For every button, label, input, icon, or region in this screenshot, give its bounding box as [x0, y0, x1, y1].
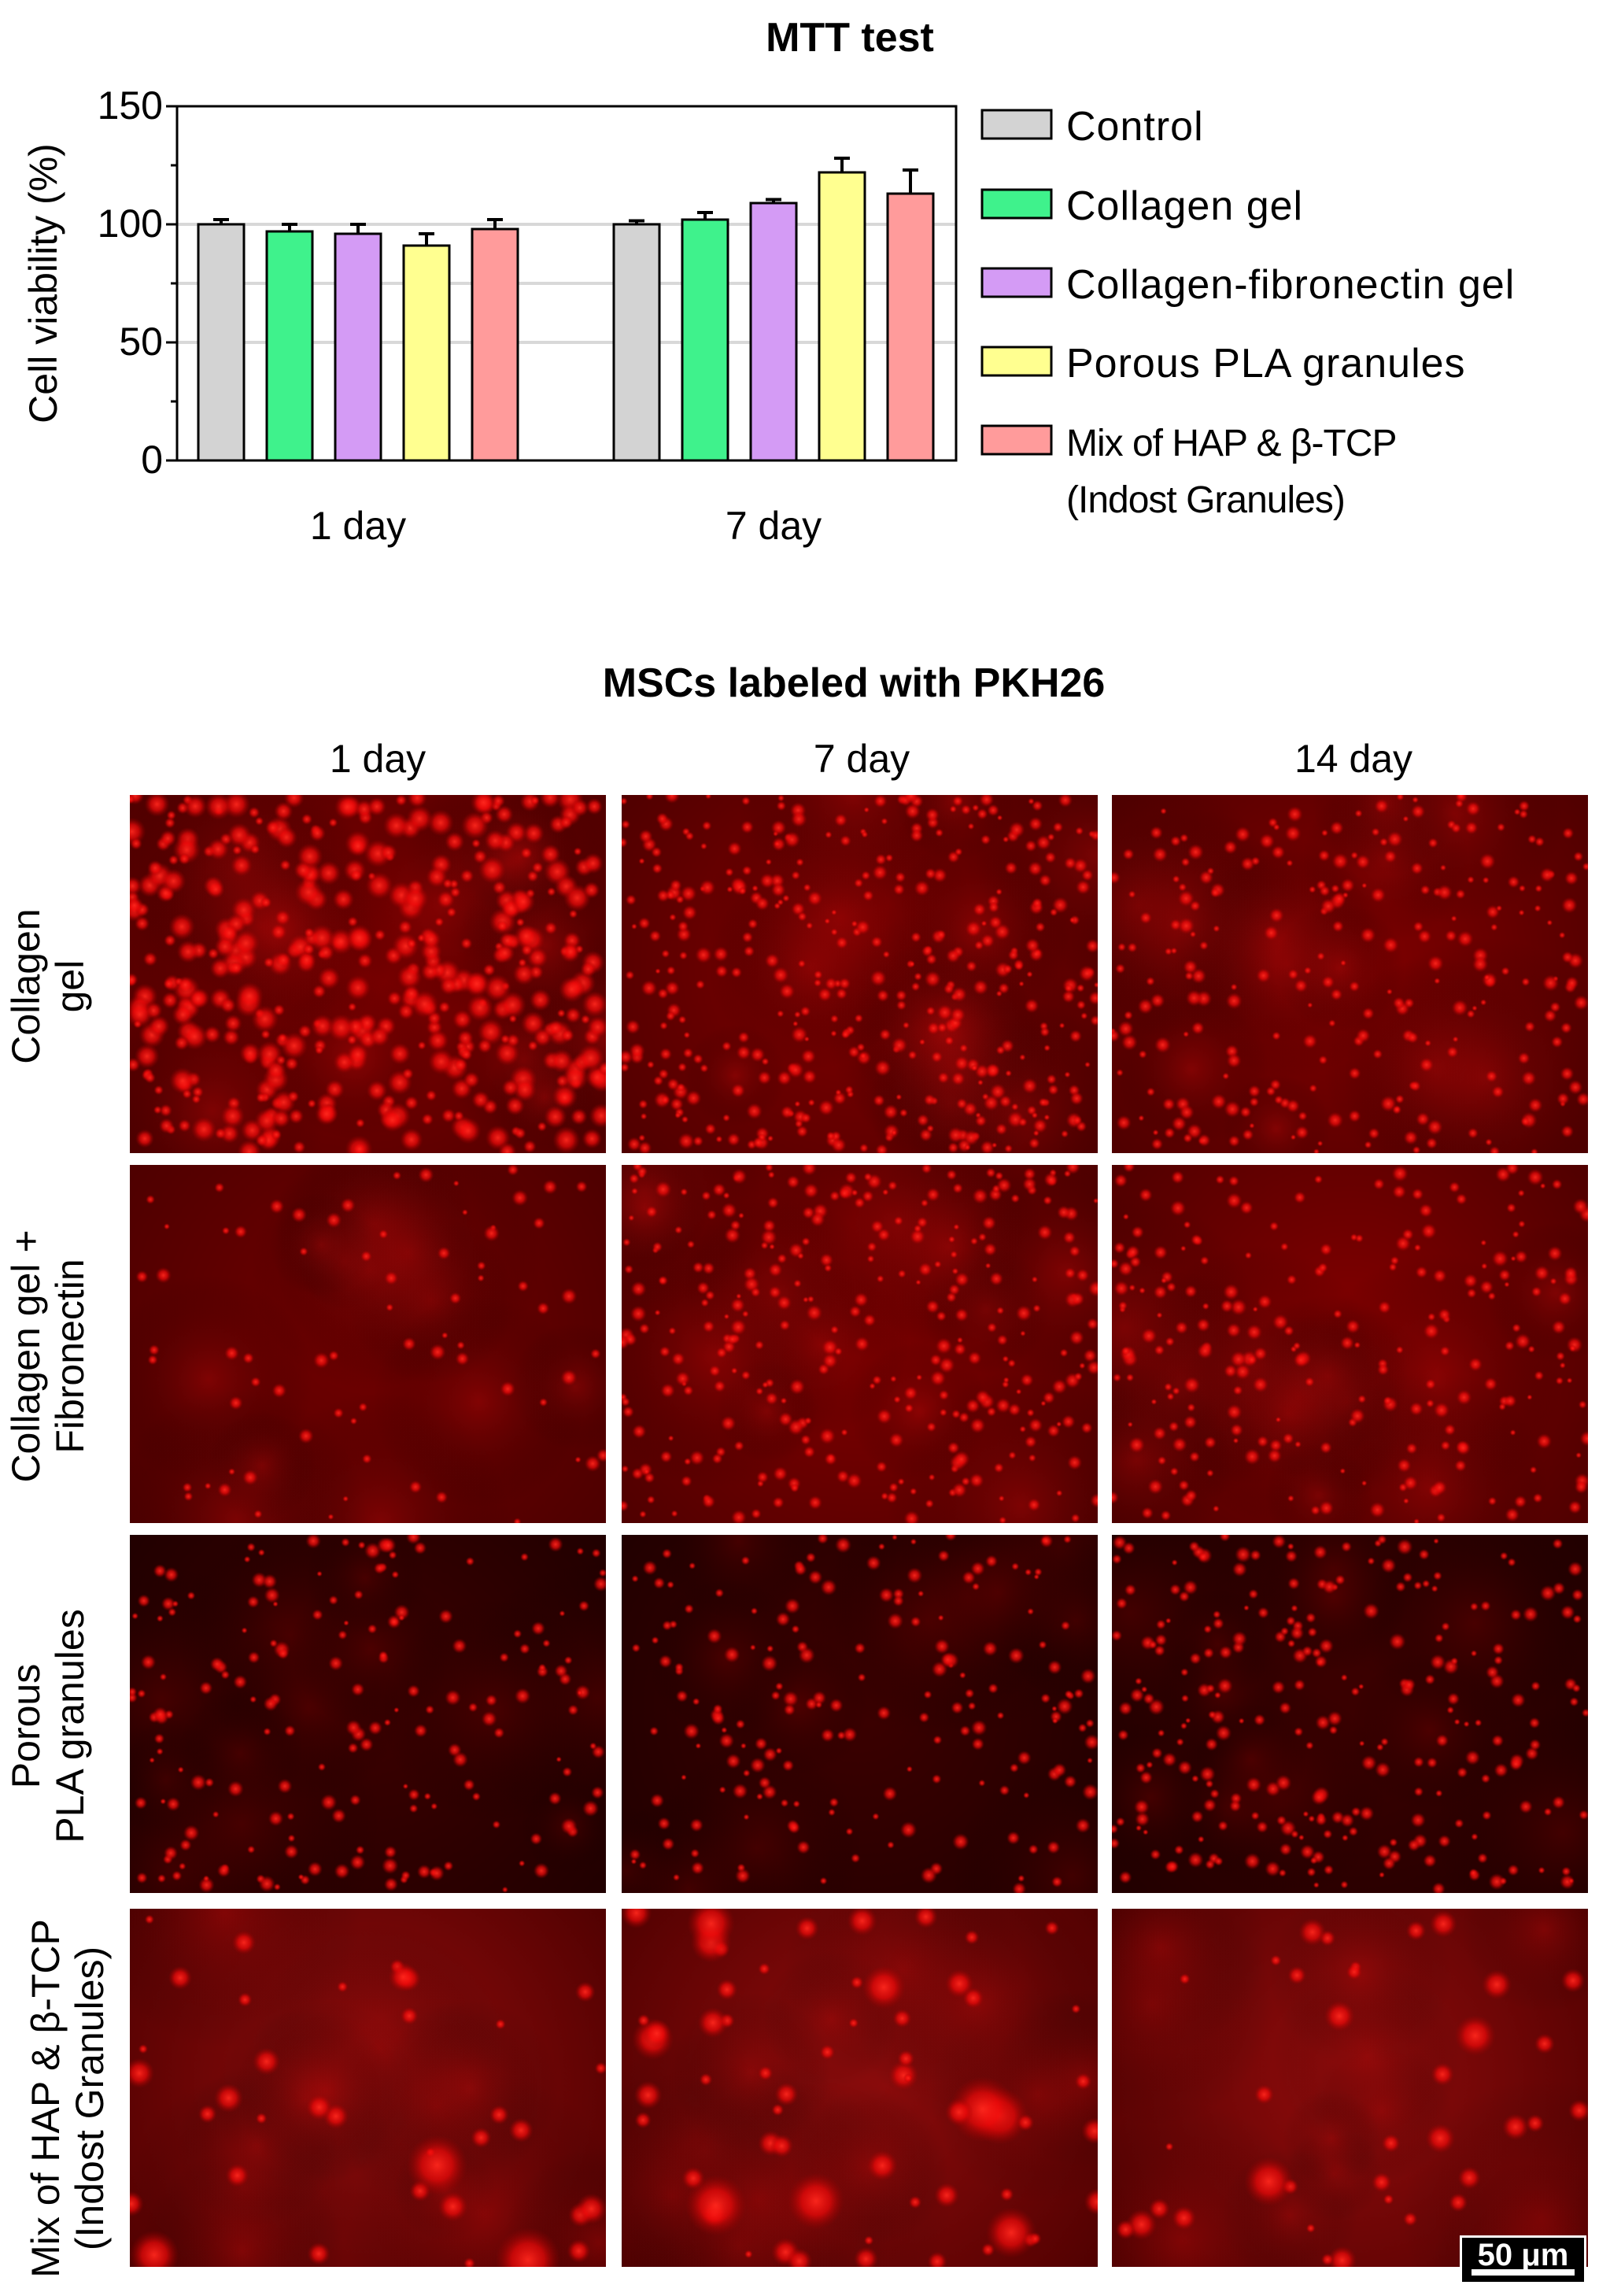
micrograph-panel [130, 1535, 606, 1893]
micrograph-panel [1112, 1909, 1588, 2267]
y-tick-label: 150 [98, 83, 163, 128]
micrograph-image [130, 1535, 606, 1893]
micrograph-image [1112, 795, 1588, 1153]
row-label-porous-pla: Porous PLA granules [4, 1609, 92, 1843]
y-tick-label: 50 [119, 320, 163, 364]
micrograph-panel [622, 1165, 1098, 1523]
bar [471, 227, 519, 462]
micrograph-panel [1112, 1535, 1588, 1893]
micrograph-image [622, 1909, 1098, 2267]
micrograph-panel [130, 795, 606, 1153]
legend-swatch [980, 109, 1053, 140]
bar [749, 202, 798, 462]
scale-bar: 50 μm [1460, 2235, 1586, 2284]
scale-bar-label: 50 μm [1477, 2238, 1569, 2272]
x-category-label: 7 day [726, 504, 822, 548]
micrograph-panel [130, 1165, 606, 1523]
column-title-14-day: 14 day [1294, 737, 1413, 781]
bar [265, 230, 314, 462]
legend-label-line: Mix of HAP & β-TCP [1066, 423, 1396, 464]
legend-label: Collagen gel [1066, 183, 1303, 229]
micrograph-panel [130, 1909, 606, 2267]
y-axis-label: Cell viability (%) [21, 143, 65, 423]
column-title-7-day: 7 day [813, 737, 910, 781]
micrograph-image [1112, 1535, 1588, 1893]
micrograph-panel [622, 795, 1098, 1153]
micrograph-image [1112, 1165, 1588, 1523]
micrograph-panel [1112, 1165, 1588, 1523]
row-label-hap-tcp: Mix of HAP & β-TCP (Indost Granules) [24, 1919, 112, 2278]
y-tick-label: 100 [98, 202, 163, 246]
micrograph-image [1112, 1909, 1588, 2267]
row-label-collagen-fibronectin: Collagen gel + Fibronectin [4, 1229, 92, 1483]
figure-title: MSCs labeled with PKH26 [602, 660, 1106, 706]
bar [402, 244, 451, 462]
micrograph-panel [622, 1909, 1098, 2267]
legend-swatch [980, 346, 1053, 377]
x-category-label: 1 day [310, 504, 406, 548]
bar [334, 232, 382, 462]
legend-label: Control [1066, 104, 1204, 150]
bar [197, 223, 246, 462]
legend-label-line: (Indost Granules) [1066, 479, 1345, 521]
micrograph-panel [1112, 795, 1588, 1153]
micrograph-image [130, 1165, 606, 1523]
legend-swatch [980, 424, 1053, 456]
bar [612, 223, 661, 462]
legend-label: Mix of HAP & β-TCP (Indost Granules) [1066, 423, 1396, 521]
micrograph-image [622, 795, 1098, 1153]
row-label-collagen-gel: Collagen gel [4, 908, 92, 1064]
bar-chart: 0 50 100 150 Cell viability (%) 1 day 7 day Con… [21, 83, 1515, 548]
scale-bar-line [1472, 2269, 1575, 2276]
legend-swatch [980, 267, 1053, 298]
bar [818, 171, 866, 462]
legend-label: Porous PLA granules [1066, 341, 1466, 386]
bar [886, 192, 935, 462]
micrograph-image [622, 1535, 1098, 1893]
micrograph-image [622, 1165, 1098, 1523]
chart-title: MTT test [766, 15, 934, 61]
micrograph-panel [622, 1535, 1098, 1893]
legend-swatch [980, 188, 1053, 220]
micrograph-image [130, 1909, 606, 2267]
micrograph-image [130, 795, 606, 1153]
bar [681, 218, 729, 462]
y-tick-label: 0 [141, 438, 163, 482]
column-title-1-day: 1 day [329, 737, 427, 781]
legend-label: Collagen-fibronectin gel [1066, 262, 1515, 308]
